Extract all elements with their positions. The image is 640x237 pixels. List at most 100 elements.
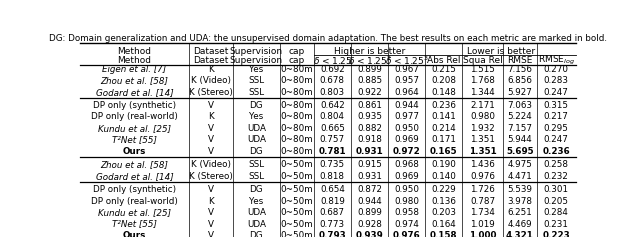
- Text: SSL: SSL: [248, 88, 264, 97]
- Text: V: V: [208, 231, 214, 237]
- Text: V: V: [208, 147, 214, 156]
- Text: Godard et al. [14]: Godard et al. [14]: [96, 172, 173, 181]
- Text: 0.781: 0.781: [319, 147, 346, 156]
- Text: DG: DG: [250, 147, 263, 156]
- Text: Ours: Ours: [123, 147, 146, 156]
- Text: 0~80m: 0~80m: [281, 147, 313, 156]
- Text: $\delta$ < 1.25: $\delta$ < 1.25: [312, 55, 352, 66]
- Text: Eigen et al. [7]: Eigen et al. [7]: [102, 65, 166, 74]
- Text: 0.203: 0.203: [431, 208, 456, 217]
- Text: UDA: UDA: [247, 219, 266, 228]
- Text: 0.171: 0.171: [431, 135, 456, 144]
- Text: 1.351: 1.351: [470, 135, 495, 144]
- Text: DG: DG: [250, 231, 263, 237]
- Text: 5.539: 5.539: [508, 185, 532, 194]
- Text: Godard et al. [14]: Godard et al. [14]: [96, 88, 173, 97]
- Text: K: K: [208, 65, 214, 74]
- Text: 0.687: 0.687: [320, 208, 345, 217]
- Text: 0.148: 0.148: [431, 88, 456, 97]
- Text: 4.471: 4.471: [508, 172, 532, 181]
- Text: 0~80m: 0~80m: [281, 65, 313, 74]
- Text: 0.283: 0.283: [544, 76, 569, 85]
- Text: 0.236: 0.236: [431, 101, 456, 110]
- Text: 0~50m: 0~50m: [281, 172, 313, 181]
- Text: 0.141: 0.141: [431, 112, 456, 121]
- Text: 0.692: 0.692: [320, 65, 345, 74]
- Text: 0.964: 0.964: [394, 88, 419, 97]
- Text: 0~80m: 0~80m: [281, 135, 313, 144]
- Text: 0.217: 0.217: [544, 112, 569, 121]
- Text: 0.190: 0.190: [431, 160, 456, 169]
- Text: 0.944: 0.944: [357, 196, 382, 205]
- Text: 1.734: 1.734: [470, 208, 495, 217]
- Text: 4.975: 4.975: [508, 160, 532, 169]
- Text: 1.726: 1.726: [470, 185, 495, 194]
- Text: 0.295: 0.295: [544, 124, 569, 133]
- Text: Lower is better: Lower is better: [467, 46, 534, 55]
- Text: 0.804: 0.804: [320, 112, 345, 121]
- Text: 0.793: 0.793: [319, 231, 346, 237]
- Text: 0.665: 0.665: [320, 124, 345, 133]
- Text: DP only (real-world): DP only (real-world): [91, 196, 178, 205]
- Text: 0.958: 0.958: [394, 208, 419, 217]
- Text: 0.882: 0.882: [357, 124, 382, 133]
- Text: K (Stereo): K (Stereo): [189, 88, 233, 97]
- Text: 0.931: 0.931: [356, 147, 383, 156]
- Text: Kundu et al. [25]: Kundu et al. [25]: [98, 208, 171, 217]
- Text: UDA: UDA: [247, 124, 266, 133]
- Text: 0.270: 0.270: [544, 65, 569, 74]
- Text: 0.236: 0.236: [543, 147, 570, 156]
- Text: DG: DG: [250, 185, 263, 194]
- Text: Method: Method: [118, 46, 152, 55]
- Text: 0.935: 0.935: [357, 112, 382, 121]
- Text: T²Net [55]: T²Net [55]: [112, 135, 157, 144]
- Text: 1.932: 1.932: [470, 124, 495, 133]
- Text: 0.818: 0.818: [320, 172, 345, 181]
- Text: 0~50m: 0~50m: [281, 219, 313, 228]
- Text: 0.678: 0.678: [320, 76, 345, 85]
- Text: K: K: [208, 196, 214, 205]
- Text: 0~50m: 0~50m: [281, 160, 313, 169]
- Text: 0.136: 0.136: [431, 196, 456, 205]
- Text: 6.251: 6.251: [508, 208, 532, 217]
- Text: Yes: Yes: [249, 196, 264, 205]
- Text: 0.231: 0.231: [544, 219, 569, 228]
- Text: 0.899: 0.899: [357, 65, 382, 74]
- Text: 0~50m: 0~50m: [281, 185, 313, 194]
- Text: V: V: [208, 135, 214, 144]
- Text: DP only (real-world): DP only (real-world): [91, 112, 178, 121]
- Text: K (Stereo): K (Stereo): [189, 172, 233, 181]
- Text: 0.939: 0.939: [356, 231, 383, 237]
- Text: 0.654: 0.654: [320, 185, 345, 194]
- Text: 0~80m: 0~80m: [281, 88, 313, 97]
- Text: V: V: [208, 219, 214, 228]
- Text: 0.976: 0.976: [470, 172, 495, 181]
- Text: 0.928: 0.928: [357, 219, 382, 228]
- Text: 0.915: 0.915: [357, 160, 382, 169]
- Text: Supervision: Supervision: [230, 46, 283, 55]
- Text: 0.229: 0.229: [431, 185, 456, 194]
- Text: Method: Method: [118, 56, 152, 65]
- Text: V: V: [208, 124, 214, 133]
- Text: 0~80m: 0~80m: [281, 112, 313, 121]
- Text: Squa Rel: Squa Rel: [463, 56, 502, 65]
- Text: 1.344: 1.344: [470, 88, 495, 97]
- Text: 0.787: 0.787: [470, 196, 495, 205]
- Text: 0~50m: 0~50m: [281, 196, 313, 205]
- Text: $\delta$ < 1.25$^3$: $\delta$ < 1.25$^3$: [385, 55, 429, 67]
- Text: 1.515: 1.515: [470, 65, 495, 74]
- Text: SSL: SSL: [248, 76, 264, 85]
- Text: 0.872: 0.872: [357, 185, 382, 194]
- Text: 0.918: 0.918: [357, 135, 382, 144]
- Text: 0.861: 0.861: [357, 101, 382, 110]
- Text: K: K: [208, 112, 214, 121]
- Text: 5.695: 5.695: [506, 147, 534, 156]
- Text: 5.224: 5.224: [508, 112, 532, 121]
- Text: 0.803: 0.803: [320, 88, 345, 97]
- Text: 6.856: 6.856: [508, 76, 532, 85]
- Text: Abs Rel: Abs Rel: [427, 56, 461, 65]
- Text: 0.922: 0.922: [357, 88, 382, 97]
- Text: K (Video): K (Video): [191, 76, 231, 85]
- Text: 7.156: 7.156: [508, 65, 532, 74]
- Text: 0.969: 0.969: [394, 172, 419, 181]
